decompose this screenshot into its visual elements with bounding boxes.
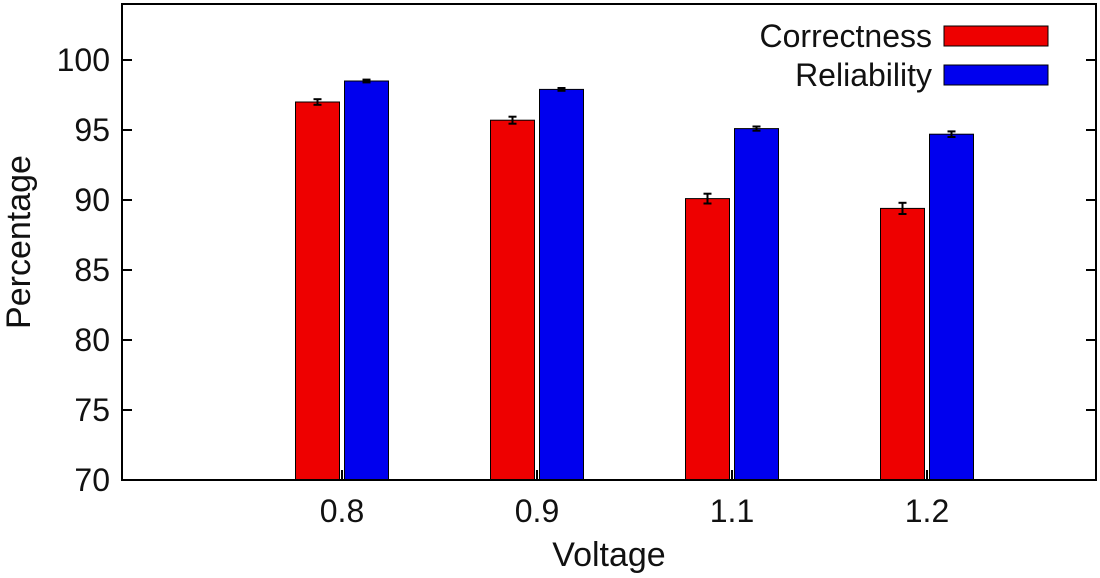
y-tick-label: 100 — [57, 42, 110, 78]
x-tick-label: 1.1 — [710, 493, 754, 529]
y-axis-title: Percentage — [0, 155, 38, 329]
x-tick-label: 0.8 — [320, 493, 364, 529]
y-tick-label: 80 — [74, 322, 110, 358]
legend-label: Correctness — [760, 18, 933, 54]
bar-reliability-1.2 — [929, 133, 974, 481]
y-tick-label: 85 — [74, 252, 110, 288]
y-tick-label: 95 — [74, 112, 110, 148]
error-bar-correctness-0.9 — [508, 115, 517, 125]
bar-correctness-1.1 — [685, 198, 730, 481]
error-bar-reliability-1.2 — [947, 130, 956, 138]
bar-correctness-1.2 — [880, 207, 925, 481]
error-bars-layer — [313, 78, 956, 215]
plot-frame — [121, 3, 1097, 481]
error-bar-reliability-1.1 — [752, 125, 761, 132]
error-bar-reliability-0.8 — [362, 78, 371, 84]
error-bar-correctness-1.2 — [898, 201, 907, 215]
legend-swatch-reliability — [943, 64, 1049, 86]
y-tick-label: 75 — [74, 392, 110, 428]
bar-correctness-0.9 — [490, 119, 535, 481]
legend-item-reliability: Reliability — [795, 57, 1049, 93]
x-tick-label: 1.2 — [905, 493, 949, 529]
bars-layer — [295, 80, 974, 481]
error-bar-reliability-0.9 — [557, 87, 566, 92]
error-bar-correctness-0.8 — [313, 98, 322, 106]
x-axis-title: Voltage — [552, 536, 665, 574]
bar-correctness-0.8 — [295, 101, 340, 481]
x-tick-label: 0.9 — [515, 493, 559, 529]
error-bar-correctness-1.1 — [703, 192, 712, 205]
bar-reliability-1.1 — [734, 128, 779, 481]
legend-label: Reliability — [795, 57, 932, 93]
bar-reliability-0.9 — [539, 88, 584, 481]
x-axis: 0.8 0.9 1.1 1.2 — [320, 470, 949, 529]
bar-reliability-0.8 — [344, 80, 389, 481]
y-tick-label: 70 — [74, 462, 110, 498]
legend-swatch-correctness — [943, 25, 1049, 47]
y-tick-label: 90 — [74, 182, 110, 218]
legend-item-correctness: Correctness — [760, 18, 1049, 54]
y-axis: 70 75 80 85 90 95 100 — [57, 42, 1096, 498]
